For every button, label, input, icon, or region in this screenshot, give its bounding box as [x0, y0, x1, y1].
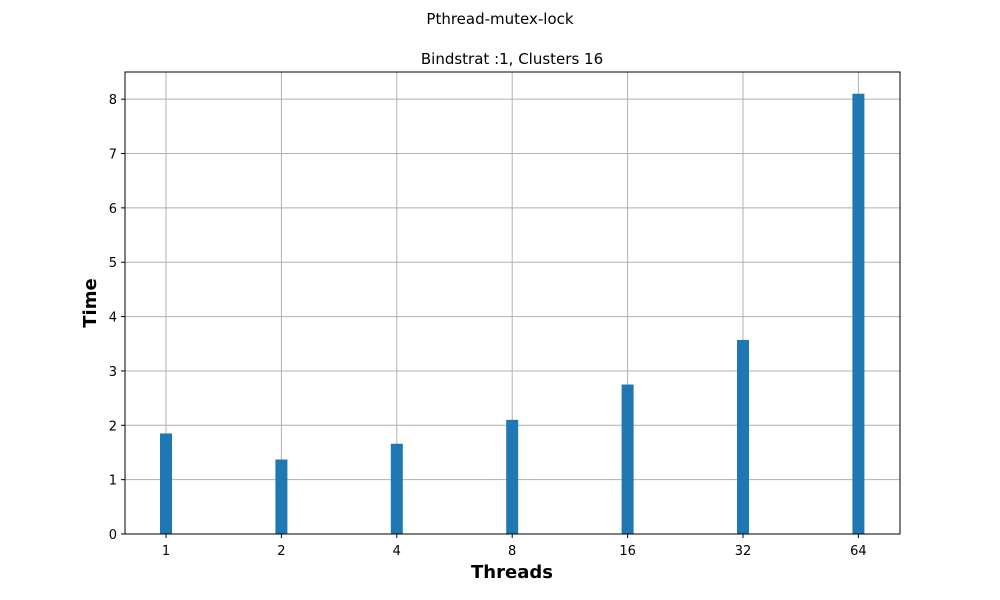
bar-1: [160, 433, 172, 534]
bar-8: [506, 419, 519, 534]
y-tick-label: 6: [109, 202, 117, 217]
x-tick-label: 8: [508, 544, 516, 559]
y-axis-label: Time: [80, 278, 101, 327]
y-tick-label: 0: [109, 528, 117, 543]
bar-2: [275, 459, 288, 534]
x-tick-label: 64: [850, 544, 867, 559]
figure-suptitle: Pthread-mutex-lock: [426, 10, 573, 28]
x-axis-label: Threads: [471, 562, 553, 583]
x-tick-label: 16: [619, 544, 636, 559]
y-tick-label: 4: [109, 311, 117, 326]
x-tick-label: 2: [277, 544, 285, 559]
x-tick-label: 32: [735, 544, 752, 559]
y-tick-label: 5: [109, 256, 117, 271]
y-axis-ticks: 0 1 2 3 4 5 6 7 8: [109, 93, 125, 543]
chart-title: Bindstrat :1, Clusters 16: [421, 50, 603, 68]
y-tick-label: 7: [109, 148, 117, 163]
bar-32: [737, 339, 749, 534]
y-tick-label: 1: [109, 474, 117, 489]
bar-64: [852, 93, 865, 534]
x-tick-label: 4: [393, 544, 401, 559]
bar-16: [621, 384, 634, 534]
x-tick-label: 1: [162, 544, 170, 559]
y-tick-label: 8: [109, 93, 117, 108]
y-tick-label: 3: [109, 365, 117, 380]
x-axis-ticks: 1 2 4 8 16 32 64: [162, 534, 867, 559]
y-tick-label: 2: [109, 419, 117, 434]
bars: [160, 93, 865, 534]
bar-4: [390, 443, 403, 534]
